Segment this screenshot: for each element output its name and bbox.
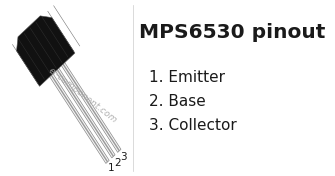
Text: 2. Base: 2. Base: [149, 95, 206, 109]
Polygon shape: [61, 62, 121, 152]
Text: MPS6530 pinout: MPS6530 pinout: [139, 23, 326, 42]
Text: 1: 1: [108, 163, 115, 173]
Text: 1. Emitter: 1. Emitter: [149, 71, 225, 86]
Text: 2: 2: [114, 158, 121, 168]
Polygon shape: [55, 67, 115, 158]
Text: el-component.com: el-component.com: [47, 65, 119, 124]
Text: 3. Collector: 3. Collector: [149, 118, 237, 134]
Polygon shape: [16, 16, 75, 86]
Polygon shape: [49, 73, 109, 164]
Polygon shape: [50, 74, 108, 162]
Polygon shape: [62, 63, 120, 151]
Polygon shape: [56, 68, 114, 157]
Text: 3: 3: [120, 152, 127, 162]
